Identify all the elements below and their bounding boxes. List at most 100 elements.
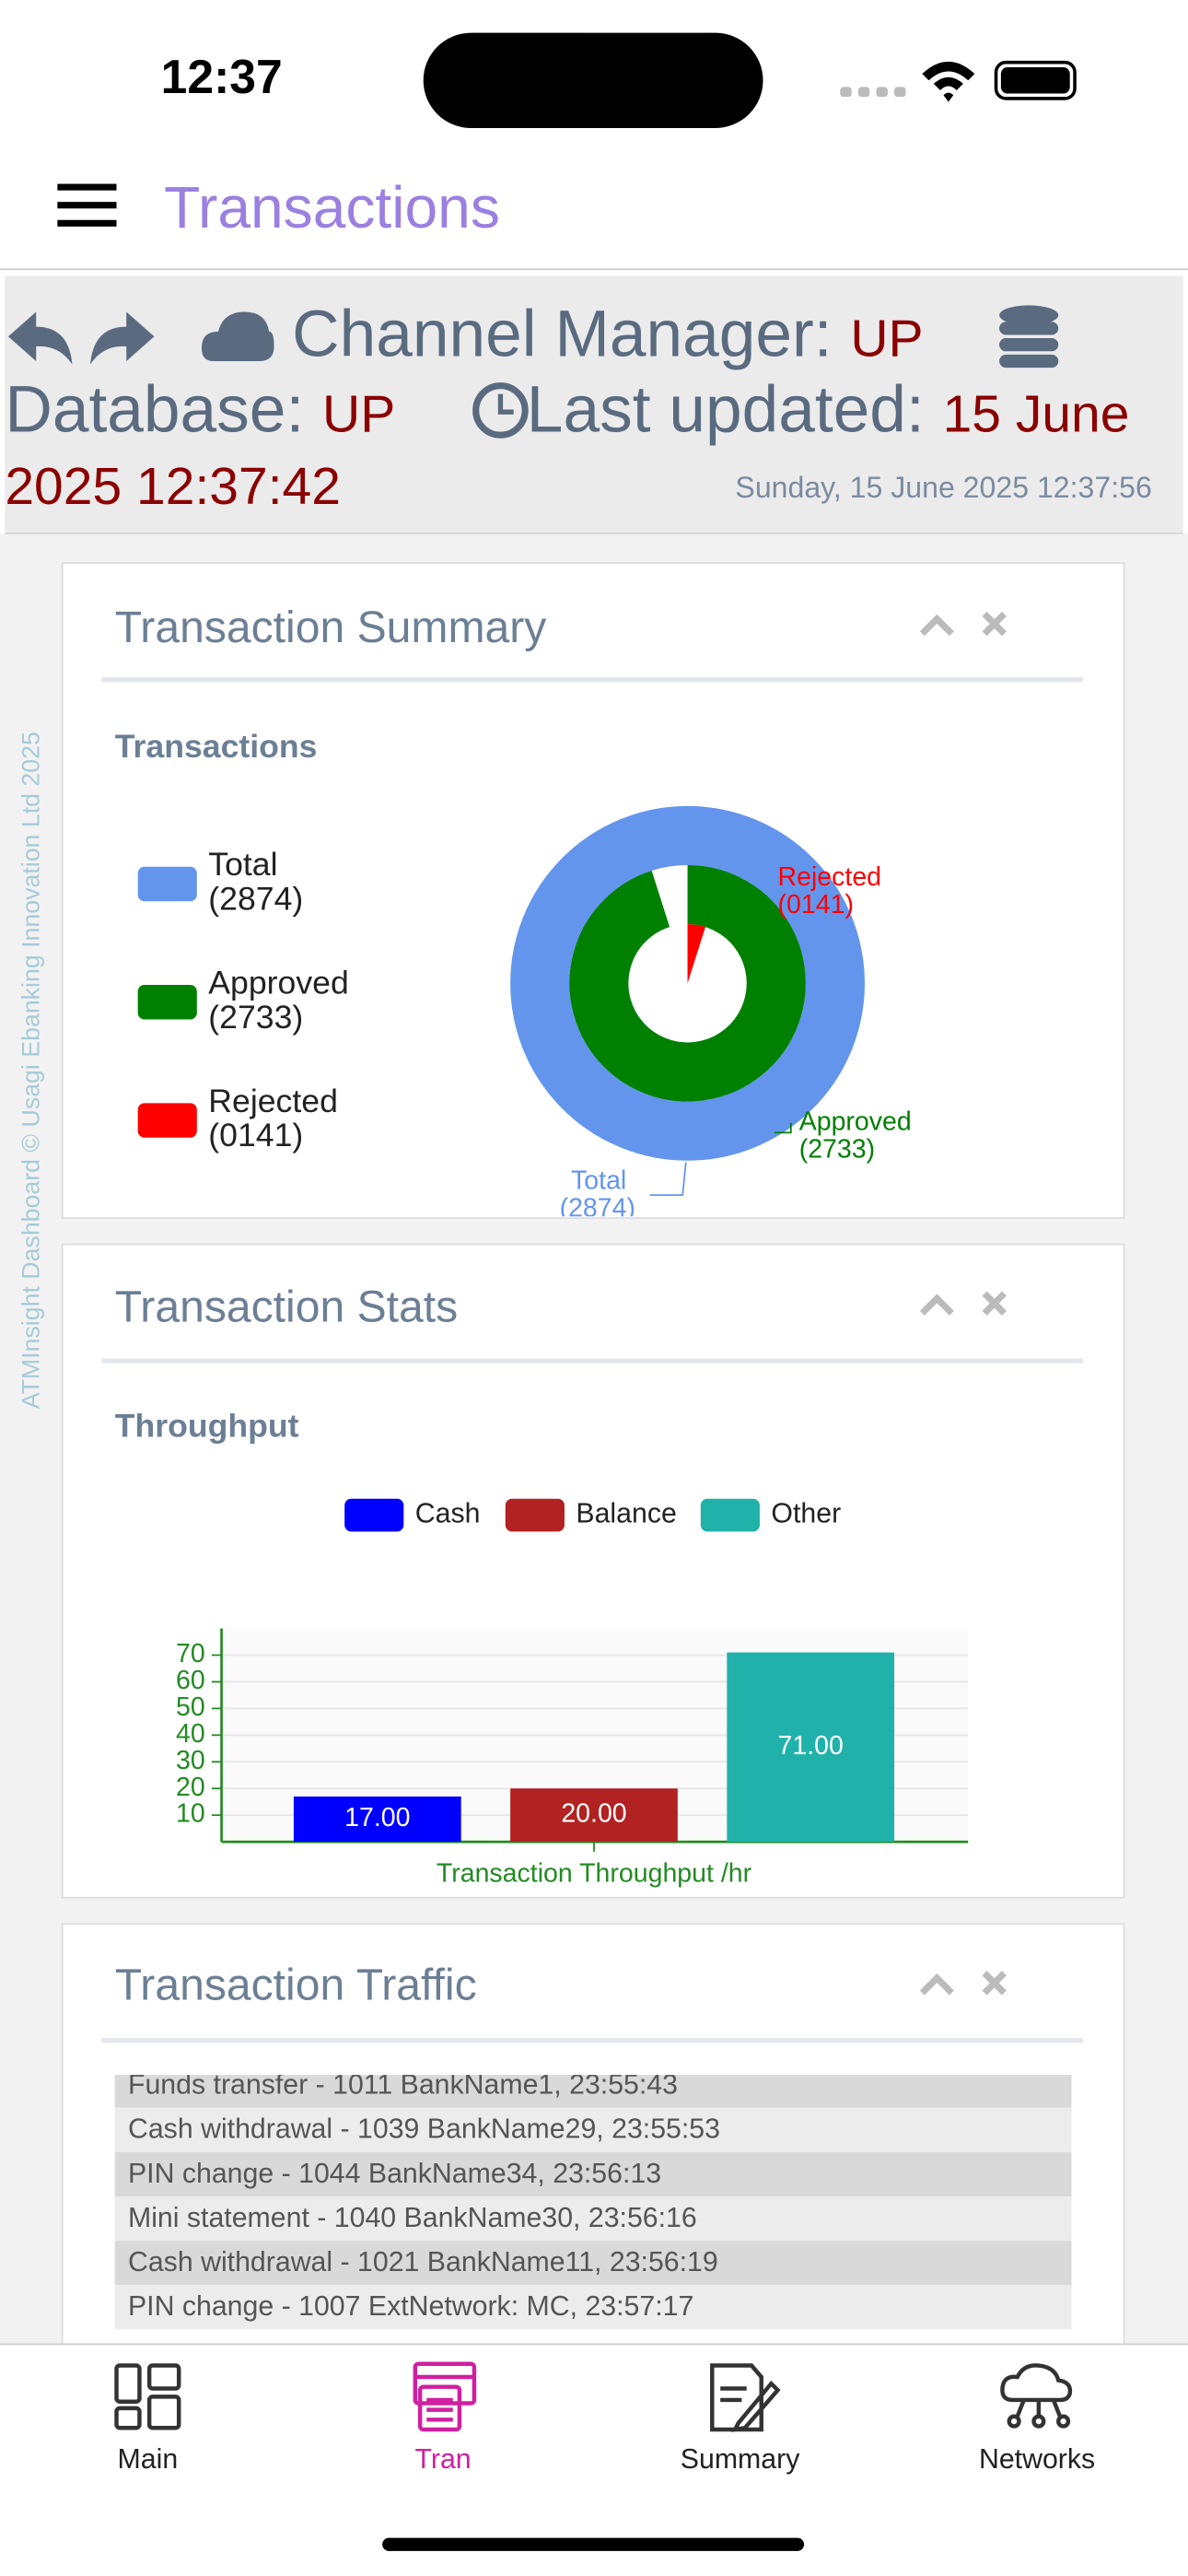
slice-label: Total [571, 1165, 626, 1195]
nav-icons [114, 2361, 1073, 2432]
cloud-icon [201, 311, 274, 361]
status-value: UP [850, 308, 924, 369]
list-row [114, 2151, 1072, 2197]
legend-label: Total [208, 846, 277, 883]
chart-title: Transactions [115, 728, 318, 765]
database-status: Database: UP Last updated: 15 June 2025 1… [5, 376, 1173, 521]
list-row [114, 2241, 1072, 2286]
legend-value: (2733) [208, 999, 303, 1036]
summary-icon[interactable] [710, 2363, 781, 2432]
slice-label: Approved [799, 1107, 912, 1136]
y-tick-label: 70 [176, 1639, 205, 1669]
legend-value: (2874) [208, 881, 303, 918]
panel-title: Transaction Summary [115, 603, 547, 652]
legend-swatch [137, 866, 197, 902]
undo-icon[interactable] [7, 311, 73, 365]
legend-swatch [505, 1498, 565, 1532]
legend-value: (0141) [208, 1117, 303, 1153]
close-button[interactable] [982, 611, 1007, 637]
tran-icon[interactable] [413, 2361, 477, 2432]
list-item: Mini statement - 1040 BankName30, 23:56:… [128, 2203, 697, 2233]
close-button[interactable] [982, 1291, 1007, 1316]
status-label: Last updated: [526, 374, 925, 447]
y-tick-label: 20 [176, 1773, 205, 1802]
channel-status: Channel Manager: UP [292, 300, 923, 372]
clipped-label: (2874) [560, 1194, 635, 1224]
clock: 12:37 [161, 50, 283, 103]
collapse-button[interactable] [919, 1973, 954, 1996]
nav-label[interactable]: Summary [681, 2444, 800, 2475]
leader-line [774, 1122, 792, 1134]
slice-value: (2733) [799, 1135, 875, 1165]
networks-icon[interactable] [1000, 2363, 1073, 2429]
y-tick-label: 40 [176, 1719, 205, 1749]
clock-icon [472, 382, 529, 439]
current-time: Sunday, 15 June 2025 12:37:56 [735, 471, 1152, 505]
menu-button[interactable] [57, 183, 117, 227]
legend-label: Balance [576, 1499, 676, 1529]
slice-value: (2874) [560, 1194, 635, 1224]
panel-title: Transaction Traffic [115, 1960, 477, 2009]
close-button[interactable] [982, 1971, 1007, 1996]
legend-label: Other [771, 1499, 841, 1529]
legend-label: Cash [415, 1499, 481, 1529]
list-item: PIN change - 1044 BankName34, 23:56:13 [128, 2159, 661, 2189]
collapse-button[interactable] [919, 1294, 954, 1316]
donut-ring [569, 864, 806, 1102]
main-icon[interactable] [114, 2363, 181, 2430]
redo-icon[interactable] [89, 311, 155, 365]
list-row [114, 2075, 1072, 2108]
page-title: Transactions [164, 174, 500, 240]
donut-ring [510, 805, 865, 1161]
list-row [114, 2285, 1072, 2330]
status-icons [7, 305, 1059, 439]
status-label: Database: [5, 374, 305, 447]
y-tick-label: 30 [176, 1746, 205, 1775]
legend-label: Approved [208, 964, 349, 1001]
legend-swatch [137, 1103, 197, 1138]
status-label: Channel Manager: [292, 299, 833, 371]
leader-line [649, 1162, 687, 1197]
bottom-nav [0, 2344, 1188, 2576]
legend-swatch [344, 1498, 404, 1532]
signal [840, 87, 906, 98]
traffic-panel: Transaction Traffic Funds transfer - 101… [61, 1923, 1125, 2418]
bar [293, 1796, 461, 1843]
y-tick-label: 10 [176, 1799, 205, 1829]
status-value: UP [322, 383, 396, 444]
chart-title: Throughput [115, 1408, 299, 1445]
nav-label[interactable]: Networks [979, 2444, 1095, 2475]
list-item: Cash withdrawal - 1039 BankName29, 23:55… [128, 2114, 720, 2145]
slice-value: (0141) [778, 890, 854, 919]
panel-title: Transaction Stats [115, 1282, 458, 1332]
list-item: Cash withdrawal - 1021 BankName11, 23:56… [128, 2247, 718, 2277]
traffic-list: Funds transfer - 1011 BankName1, 23:55:4… [114, 2070, 1072, 2330]
list-row [114, 2107, 1072, 2152]
bar-value-label: 71.00 [778, 1731, 844, 1761]
database-icon [999, 305, 1059, 369]
slice-label: Rejected [778, 862, 881, 892]
legend-label: Rejected [208, 1083, 338, 1119]
battery-level [1000, 67, 1070, 94]
legend-swatch [700, 1498, 760, 1532]
list-item: Funds transfer - 1011 BankName1, 23:55:4… [128, 2070, 678, 2101]
dynamic-island [423, 32, 763, 128]
nav-label[interactable]: Main [118, 2444, 179, 2475]
y-tick-label: 50 [176, 1692, 205, 1722]
wifi-icon [922, 61, 975, 102]
watermark: ATMInsight Dashboard © Usagi Ebanking In… [17, 732, 45, 1409]
battery [994, 60, 1077, 100]
list-row [114, 2196, 1072, 2242]
y-tick-label: 60 [176, 1666, 205, 1695]
collapse-button[interactable] [919, 614, 954, 637]
home-indicator [382, 2537, 805, 2551]
bar-value-label: 17.00 [344, 1803, 410, 1832]
nav-label[interactable]: Tran [415, 2444, 472, 2475]
status-panel [5, 275, 1183, 534]
bar-value-label: 20.00 [561, 1799, 626, 1829]
bar [510, 1788, 678, 1843]
legend-swatch [137, 985, 197, 1020]
